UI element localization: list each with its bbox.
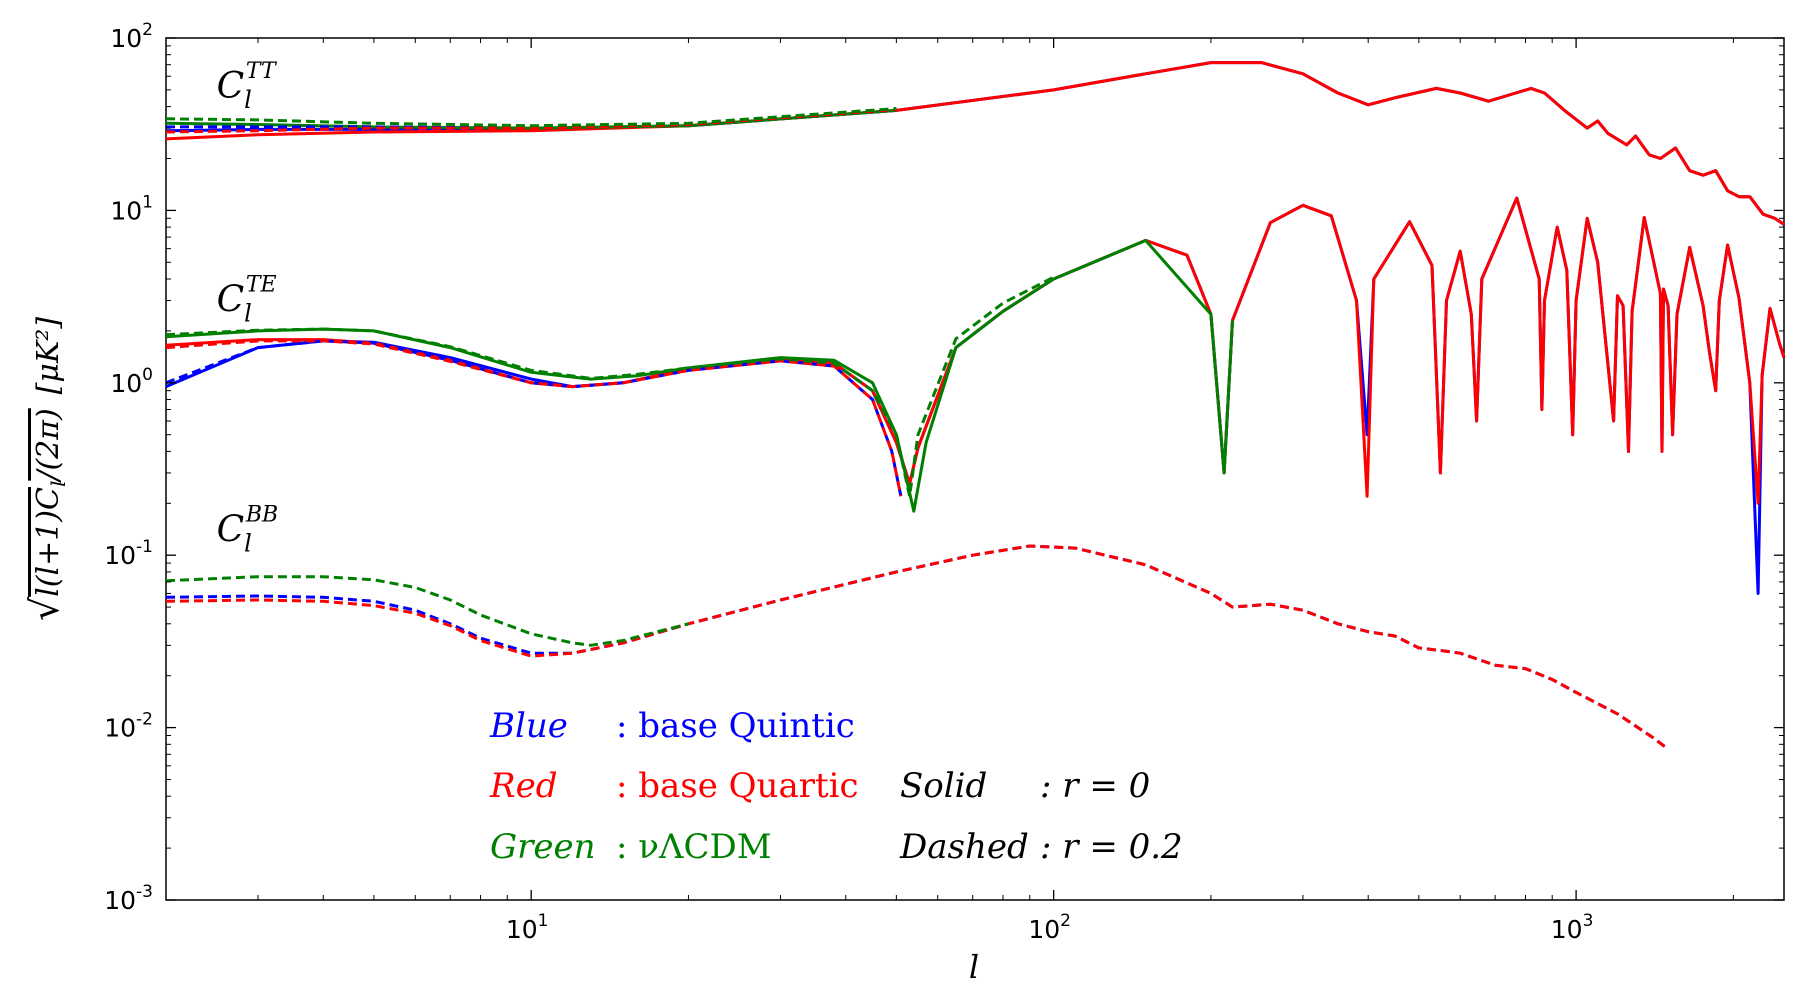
series-te-nulcdm-r-0-2 [165, 275, 1055, 498]
x-tick-label: 101 [506, 911, 549, 944]
x-axis-label: l [969, 948, 979, 986]
legend-blue-name: Blue [489, 706, 568, 746]
tick-layer: 101 102 103 102 101 100 10-1 10-2 10-3 [104, 20, 1784, 944]
series-te-base-quintic-r-0-2 [165, 339, 903, 497]
series-tt-base-quartic-r-0 [165, 61, 1785, 226]
y-label-sub: l [46, 481, 70, 487]
legend-blue-desc: : base Quintic [616, 706, 855, 746]
plot-frame [165, 37, 1785, 901]
x-tick-label: 103 [1551, 911, 1594, 944]
y-tick-label: 10-2 [104, 710, 153, 743]
y-label-frac: /(2π) [31, 408, 66, 483]
y-tick-label: 10-3 [104, 882, 153, 915]
series-te-base-quartic-r-0 [165, 196, 1786, 505]
series-tt-base-quintic-r-0 [165, 61, 1785, 226]
annotation-c-bb: ClBB [217, 503, 279, 558]
series-bb-base-quartic-r-0-2 [165, 544, 1670, 751]
legend: Blue : base Quintic Red : base Quartic G… [489, 706, 1183, 867]
series-tt-base-quartic-r-0-2 [165, 108, 897, 134]
series-layer [165, 61, 1786, 751]
legend-green-name: Green [490, 827, 596, 867]
y-tick-label: 102 [110, 20, 153, 53]
y-tick-label: 100 [110, 365, 153, 398]
annotation-c-tt: ClTT [217, 59, 278, 114]
y-label-main: l(l+1)C [31, 487, 66, 597]
legend-green-desc: : νΛCDM [616, 827, 772, 867]
svg-text:Dashed : r = 0.2: Dashed : r = 0.2 [899, 827, 1183, 867]
legend-dashed-desc: : r = 0.2 [1040, 827, 1183, 867]
legend-red-desc: : base Quartic [616, 766, 859, 806]
y-tick-label: 10-1 [104, 537, 153, 570]
series-bb-base-quintic-r-0-2 [165, 544, 1670, 751]
legend-solid-desc: : r = 0 [1040, 766, 1150, 806]
legend-red-name: Red [489, 766, 558, 806]
series-bb-nulcdm-r-0-2 [165, 575, 689, 647]
svg-text:Blue : base Quintic: Blue : base Quintic [489, 706, 855, 746]
legend-dashed-name: Dashed [899, 827, 1029, 867]
svg-text:Red : base Quartic: Red : base Quartic [489, 766, 859, 806]
annotation-c-te: ClTE [217, 272, 277, 327]
series-te-base-quartic-r-0-2 [165, 339, 903, 497]
svg-text:Solid : r = 0: Solid : r = 0 [900, 766, 1150, 806]
series-te-nulcdm-r-0 [165, 238, 1234, 513]
legend-solid-name: Solid [900, 766, 987, 806]
svg-text:√l(l+1)Cl/(2π)[μK²]: √l(l+1)Cl/(2π) [μK²] [23, 317, 70, 621]
y-label-units: [μK²] [31, 317, 66, 395]
y-axis-label: √l(l+1)Cl/(2π) [μK²] [23, 317, 70, 621]
series-tt-nulcdm-r-0-2 [165, 107, 897, 128]
svg-text:Green : νΛCDM: Green : νΛCDM [490, 827, 772, 867]
y-tick-label: 101 [110, 192, 153, 225]
y-label-sqrt: √ [23, 596, 67, 621]
x-tick-label: 102 [1028, 911, 1071, 944]
annotation-layer: ClTT ClTE ClBB [217, 59, 279, 558]
